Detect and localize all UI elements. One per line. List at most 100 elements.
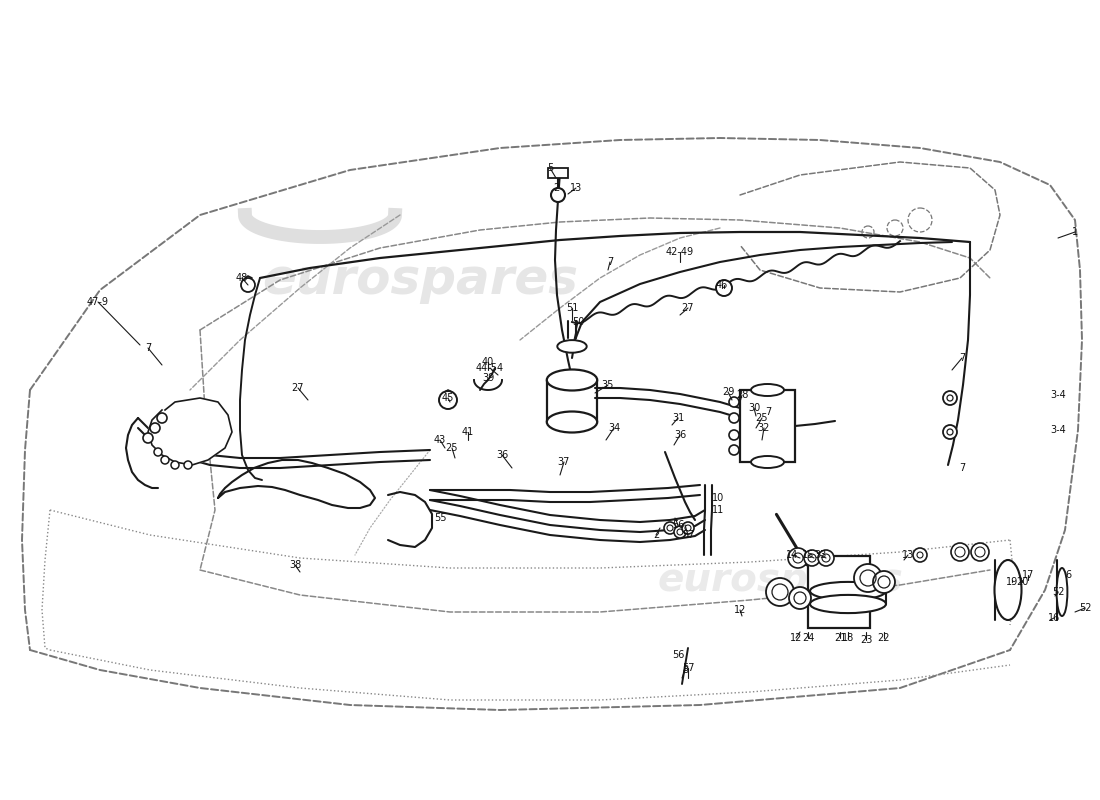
Text: 35: 35 xyxy=(602,380,614,390)
Text: 47-9: 47-9 xyxy=(87,297,109,307)
Text: 18: 18 xyxy=(842,633,854,643)
Circle shape xyxy=(170,461,179,469)
Text: 34: 34 xyxy=(608,423,620,433)
Text: 42-49: 42-49 xyxy=(666,247,694,257)
Text: 3-4: 3-4 xyxy=(1050,425,1066,435)
Text: 3-4: 3-4 xyxy=(1050,390,1066,400)
Ellipse shape xyxy=(810,595,886,613)
Text: 13: 13 xyxy=(570,183,582,193)
Ellipse shape xyxy=(810,582,886,600)
Text: 36: 36 xyxy=(496,450,508,460)
Text: 40: 40 xyxy=(482,357,494,367)
Text: 31: 31 xyxy=(672,413,684,423)
Text: 52: 52 xyxy=(1052,587,1065,597)
Text: 57: 57 xyxy=(682,663,694,673)
Circle shape xyxy=(674,526,686,538)
Circle shape xyxy=(161,456,169,464)
Text: 2: 2 xyxy=(553,183,559,193)
Text: 28: 28 xyxy=(736,390,748,400)
Text: 7: 7 xyxy=(959,353,965,363)
Text: 5: 5 xyxy=(547,163,553,173)
Text: 17: 17 xyxy=(1022,570,1034,580)
Text: 7: 7 xyxy=(764,407,771,417)
Text: 6: 6 xyxy=(1065,570,1071,580)
Text: 29: 29 xyxy=(722,387,734,397)
Circle shape xyxy=(682,522,694,534)
Text: 30: 30 xyxy=(748,403,760,413)
Text: 50: 50 xyxy=(572,317,584,327)
Text: 11: 11 xyxy=(712,505,724,515)
Circle shape xyxy=(804,550,820,566)
Text: 37: 37 xyxy=(558,457,570,467)
Ellipse shape xyxy=(547,370,597,390)
Text: 21: 21 xyxy=(834,633,846,643)
Text: 10: 10 xyxy=(712,493,724,503)
Ellipse shape xyxy=(558,340,586,353)
Circle shape xyxy=(873,571,895,593)
Text: 7: 7 xyxy=(145,343,151,353)
Text: 23: 23 xyxy=(860,635,872,645)
Text: eurospares: eurospares xyxy=(262,256,578,304)
Text: 7: 7 xyxy=(959,463,965,473)
Text: 25: 25 xyxy=(446,443,459,453)
Ellipse shape xyxy=(751,384,784,396)
Circle shape xyxy=(943,425,957,439)
Text: 15: 15 xyxy=(802,550,814,560)
Text: 16: 16 xyxy=(1048,613,1060,623)
Ellipse shape xyxy=(994,560,1022,620)
Text: 44-54: 44-54 xyxy=(476,363,504,373)
Circle shape xyxy=(729,430,739,440)
Bar xyxy=(548,168,568,178)
Text: 25: 25 xyxy=(756,413,768,423)
Text: 1: 1 xyxy=(1071,227,1078,237)
Text: 14: 14 xyxy=(785,550,799,560)
Text: 27: 27 xyxy=(682,303,694,313)
Text: 52: 52 xyxy=(1079,603,1091,613)
Circle shape xyxy=(150,423,160,433)
Text: 45: 45 xyxy=(442,393,454,403)
Circle shape xyxy=(788,548,808,568)
Text: 39: 39 xyxy=(482,373,494,383)
Circle shape xyxy=(766,578,794,606)
Ellipse shape xyxy=(1057,568,1067,616)
Text: eurospares: eurospares xyxy=(657,561,903,599)
Circle shape xyxy=(729,413,739,423)
Text: 32: 32 xyxy=(758,423,770,433)
Text: 27: 27 xyxy=(292,383,305,393)
Text: 2: 2 xyxy=(653,530,659,540)
Circle shape xyxy=(551,188,565,202)
Circle shape xyxy=(952,543,969,561)
Text: 56: 56 xyxy=(672,650,684,660)
Circle shape xyxy=(729,445,739,455)
Text: 19: 19 xyxy=(1005,577,1019,587)
Circle shape xyxy=(664,522,676,534)
Text: 22: 22 xyxy=(878,633,890,643)
Circle shape xyxy=(143,433,153,443)
Circle shape xyxy=(157,413,167,423)
Text: 51: 51 xyxy=(565,303,579,313)
Circle shape xyxy=(913,548,927,562)
Text: 48: 48 xyxy=(235,273,249,283)
Circle shape xyxy=(154,448,162,456)
Text: 41: 41 xyxy=(462,427,474,437)
Text: 12: 12 xyxy=(734,605,746,615)
Text: 43: 43 xyxy=(433,435,447,445)
Text: 57: 57 xyxy=(682,530,694,540)
Text: 24: 24 xyxy=(802,633,814,643)
Text: 33: 33 xyxy=(814,550,826,560)
Ellipse shape xyxy=(751,456,784,468)
Circle shape xyxy=(716,280,732,296)
Bar xyxy=(740,390,795,462)
Circle shape xyxy=(971,543,989,561)
Text: 20: 20 xyxy=(1015,577,1028,587)
Circle shape xyxy=(729,397,739,407)
Circle shape xyxy=(818,550,834,566)
Text: 7: 7 xyxy=(607,257,613,267)
Polygon shape xyxy=(148,398,232,465)
Bar xyxy=(808,556,870,628)
Text: 55: 55 xyxy=(433,513,447,523)
Circle shape xyxy=(943,391,957,405)
Text: 13: 13 xyxy=(902,550,914,560)
Text: 38: 38 xyxy=(289,560,301,570)
Ellipse shape xyxy=(547,411,597,433)
